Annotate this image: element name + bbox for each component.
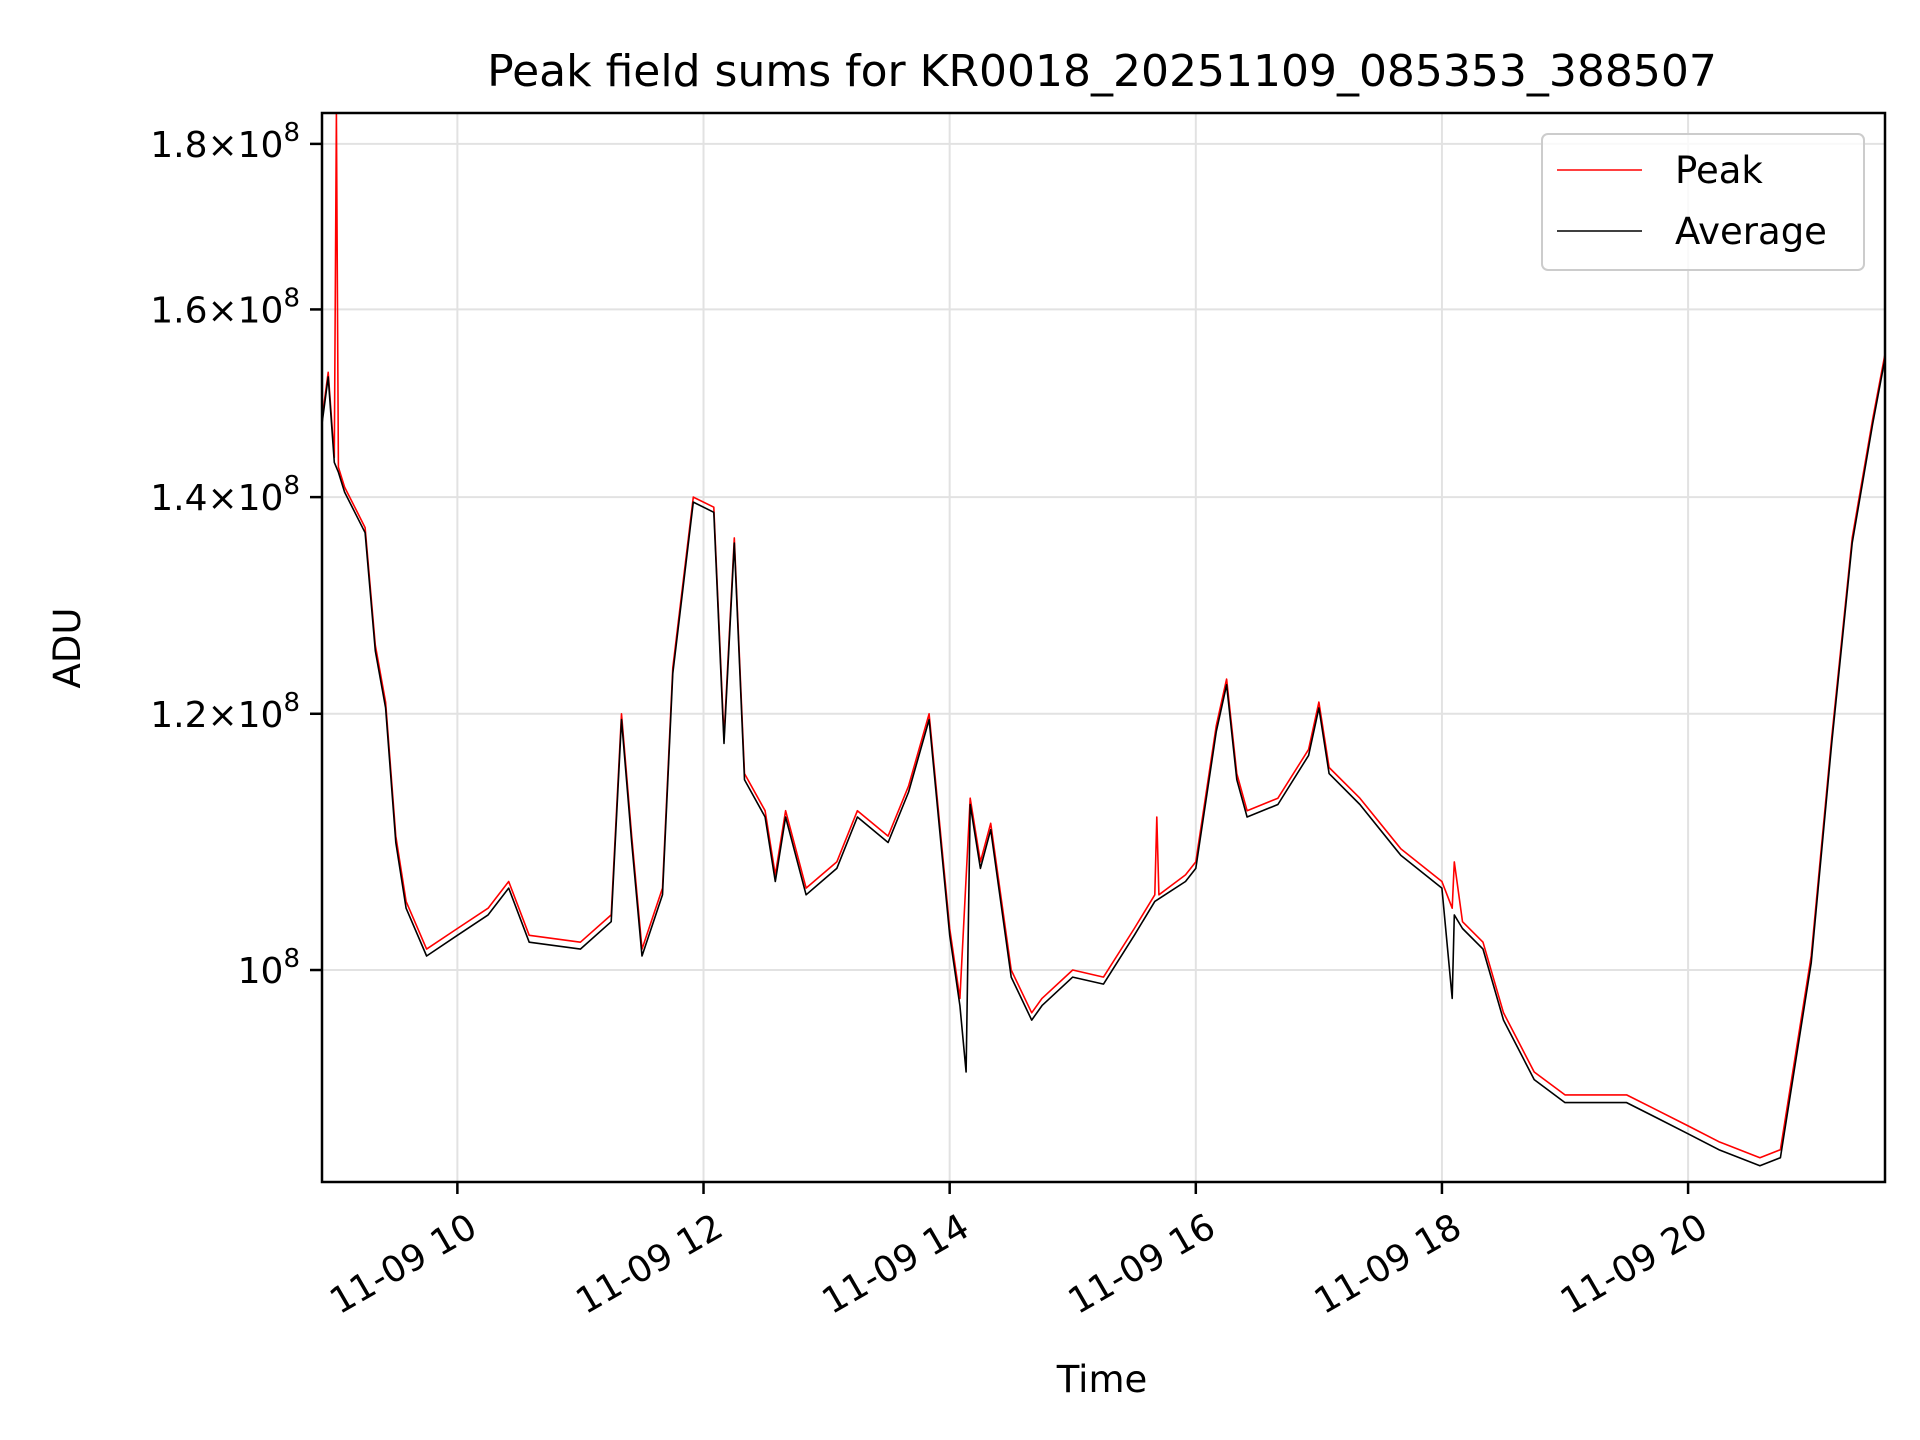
legend-label-peak: Peak [1675,149,1763,192]
x-axis-label: Time [1056,1358,1148,1401]
chart-title: Peak field sums for KR0018_20251109_0853… [487,46,1717,97]
y-tick-label: 1.2×108 [150,688,300,736]
y-axis-label: ADU [46,608,89,689]
legend: Peak Average [1541,133,1865,271]
legend-frame [1541,133,1865,271]
y-tick-label: 108 [238,944,300,992]
y-tick-label: 1.6×108 [150,283,300,331]
y-tick-label: 1.8×108 [150,118,300,166]
legend-label-average: Average [1675,210,1827,253]
series-line-peak [322,113,1885,1159]
series-line-average [322,358,1885,1167]
plot-frame [320,111,1887,1184]
y-tick-label: 1.4×108 [150,471,300,519]
